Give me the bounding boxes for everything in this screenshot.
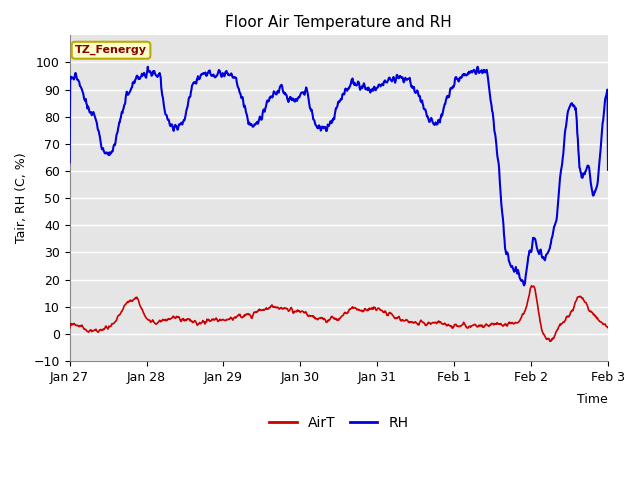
Title: Floor Air Temperature and RH: Floor Air Temperature and RH [225,15,452,30]
Text: Time: Time [577,394,608,407]
Y-axis label: Tair, RH (C, %): Tair, RH (C, %) [15,153,28,243]
Text: TZ_Fenergy: TZ_Fenergy [75,45,147,55]
Legend: AirT, RH: AirT, RH [264,410,414,435]
